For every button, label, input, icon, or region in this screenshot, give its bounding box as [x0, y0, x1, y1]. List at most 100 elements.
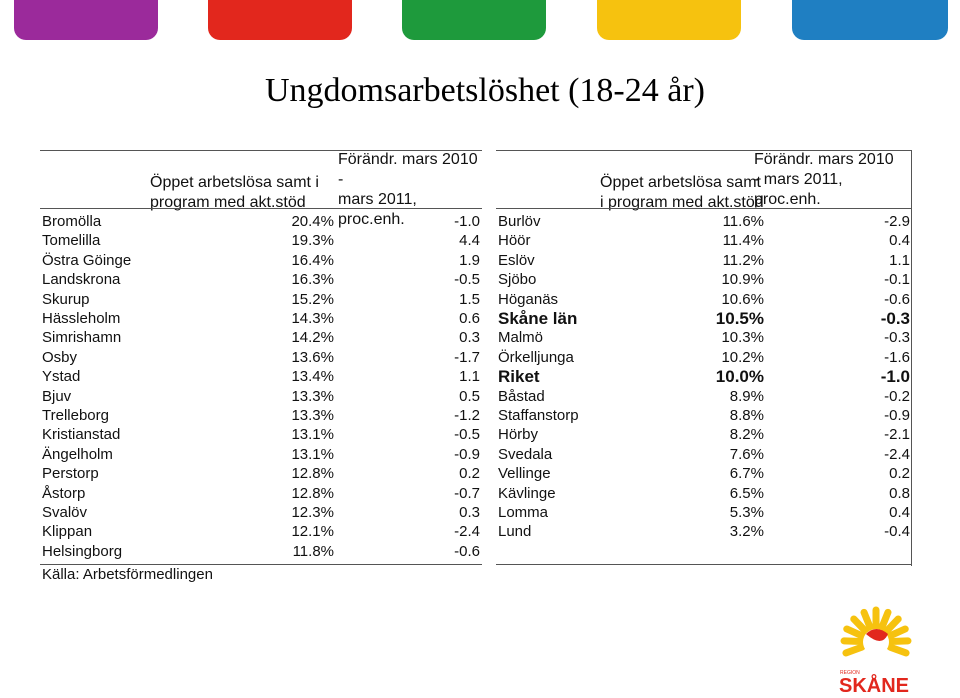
change-value: -2.1 [884, 426, 910, 444]
left-col-change-header: Förändr. mars 2010 - mars 2011, proc.enh… [338, 151, 478, 228]
unemployment-share: 15.2% [291, 290, 334, 308]
change-value: 0.8 [889, 484, 910, 502]
sun-ray [840, 637, 865, 645]
unemployment-share: 8.8% [729, 407, 764, 424]
unemployment-share: 6.5% [729, 484, 764, 502]
header-color-bar-yellow [597, 0, 741, 40]
municipality-name: Hörby [498, 426, 539, 444]
table-row: Riket 10.0% -1.0 [496, 367, 912, 386]
change-value: 1.1 [459, 368, 480, 386]
change-value: -2.9 [884, 213, 910, 230]
table-row: Perstorp 12.8% 0.2 [40, 464, 482, 483]
unemployment-share: 5.3% [729, 504, 764, 521]
unemployment-share: 8.9% [729, 387, 764, 405]
table-row: Östra Göinge 16.4% 1.9 [40, 251, 482, 270]
change-value: 0.3 [459, 329, 480, 347]
change-value: 0.2 [889, 465, 910, 483]
table-row: Hörby 8.2% -2.1 [496, 425, 912, 444]
logo-name-text: SKÅNE [839, 673, 909, 694]
table-row: Simrishamn 14.2% 0.3 [40, 328, 482, 347]
change-value: -2.4 [454, 523, 480, 541]
municipality-name: Perstorp [42, 465, 99, 483]
unemployment-share: 10.5% [715, 309, 764, 328]
municipality-name: Örkelljunga [498, 348, 574, 366]
municipality-name: Eslöv [498, 251, 535, 269]
unemployment-share: 12.8% [291, 484, 334, 502]
table-row: Burlöv 11.6% -2.9 [496, 212, 912, 231]
table-row: Höganäs 10.6% -0.6 [496, 290, 912, 309]
table-row: Båstad 8.9% -0.2 [496, 387, 912, 406]
municipality-name: Osby [42, 348, 78, 366]
change-value: -0.9 [884, 407, 910, 424]
table-row: Höör 11.4% 0.4 [496, 231, 912, 250]
unemployment-share: 10.0% [715, 367, 764, 387]
municipality-name: Simrishamn [42, 329, 122, 347]
unemployment-share: 20.4% [291, 213, 334, 230]
header-color-bar-green [402, 0, 546, 40]
table-row: Svalöv 12.3% 0.3 [40, 503, 482, 522]
sun-ray [882, 615, 902, 635]
unemployment-share: 11.8% [292, 542, 334, 560]
municipality-name: Hässleholm [42, 310, 121, 327]
table-row: Åstorp 12.8% -0.7 [40, 484, 482, 503]
change-value: -1.6 [884, 348, 910, 366]
unemployment-share: 11.4% [722, 232, 764, 250]
right-table: Öppet arbetslösa samt i program med akt.… [496, 150, 912, 566]
unemployment-share: 19.3% [291, 232, 334, 250]
municipality-name: Skurup [42, 290, 90, 308]
change-value: -1.0 [880, 367, 910, 387]
table-row: Skurup 15.2% 1.5 [40, 290, 482, 309]
change-value: -0.6 [454, 542, 480, 560]
municipality-name: Kristianstad [42, 426, 121, 444]
table-row: Tomelilla 19.3% 4.4 [40, 231, 482, 250]
unemployment-share: 10.3% [721, 329, 764, 347]
unemployment-share: 14.2% [291, 329, 334, 347]
table-row: Ystad 13.4% 1.1 [40, 367, 482, 386]
unemployment-share: 8.2% [729, 426, 764, 444]
table-row: Kävlinge 6.5% 0.8 [496, 484, 912, 503]
municipality-name: Helsingborg [42, 542, 123, 560]
unemployment-share: 7.6% [729, 445, 764, 463]
table-row: Lomma 5.3% 0.4 [496, 503, 912, 522]
municipality-name: Svedala [498, 445, 553, 463]
change-value: -0.9 [454, 445, 480, 463]
unemployment-share: 6.7% [729, 465, 764, 483]
unemployment-share: 12.1% [291, 523, 334, 541]
right-col-change-header: Förändr. mars 2010 - mars 2011, proc.enh… [754, 151, 894, 208]
sun-ray [886, 625, 909, 640]
change-value: 0.4 [889, 504, 910, 521]
municipality-name: Bjuv [42, 387, 72, 405]
change-value: -0.2 [884, 387, 910, 405]
municipality-name: Lund [498, 523, 532, 541]
table-row: Osby 13.6% -1.7 [40, 348, 482, 367]
unemployment-share: 16.4% [291, 251, 334, 269]
table-row: Bromölla 20.4% -1.0 [40, 212, 482, 231]
sun-ray [850, 615, 870, 635]
change-value: -0.1 [884, 271, 910, 289]
sun-ray [860, 608, 874, 632]
unemployment-share: 12.3% [291, 504, 334, 521]
municipality-name: Lomma [498, 504, 549, 521]
region-skane-logo: REGION SKÅNE [839, 606, 912, 694]
table-row: Ängelholm 13.1% -0.9 [40, 445, 482, 464]
unemployment-share: 14.3% [291, 310, 334, 327]
table-row: Örkelljunga 10.2% -1.6 [496, 348, 912, 367]
header-color-bar-blue [792, 0, 948, 40]
table-row: Helsingborg 11.8% -0.6 [40, 542, 482, 561]
change-value: -0.7 [454, 484, 480, 502]
change-value: 1.5 [459, 290, 480, 308]
unemployment-share: 3.2% [729, 523, 764, 541]
unemployment-share: 13.1% [291, 426, 334, 444]
change-value: -0.3 [884, 329, 910, 347]
municipality-name: Staffanstorp [498, 407, 579, 424]
unemployment-share: 10.9% [721, 271, 764, 289]
municipality-name: Trelleborg [42, 407, 109, 424]
table-row: Vellinge 6.7% 0.2 [496, 464, 912, 483]
unemployment-share: 13.4% [291, 368, 334, 386]
table-row: Trelleborg 13.3% -1.2 [40, 406, 482, 425]
sun-ray [843, 625, 866, 640]
change-value: -2.4 [884, 445, 910, 463]
sun-ray [887, 637, 912, 645]
change-value: 1.9 [459, 251, 480, 269]
change-value: -0.5 [454, 426, 480, 444]
